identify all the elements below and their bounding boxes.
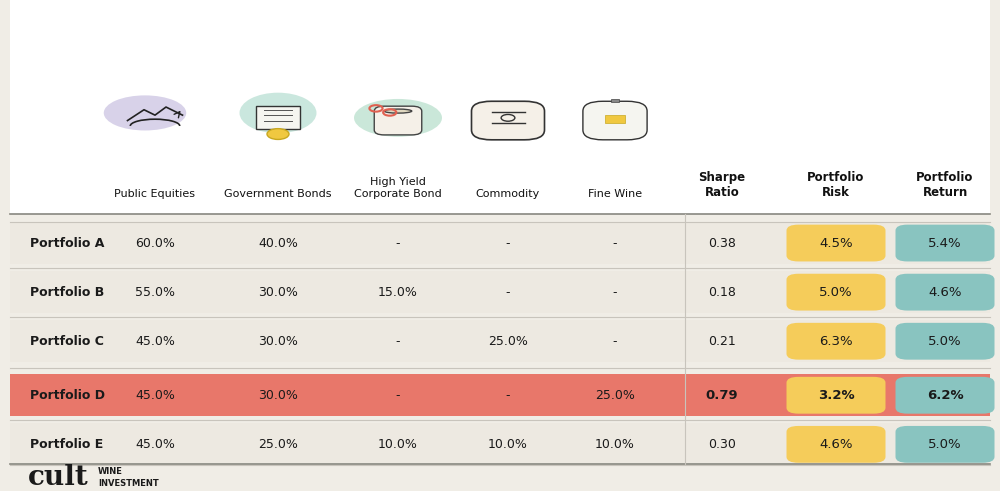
Text: cult: cult [28, 464, 89, 491]
FancyBboxPatch shape [472, 101, 544, 140]
Text: 45.0%: 45.0% [135, 438, 175, 451]
FancyBboxPatch shape [786, 426, 886, 463]
Text: -: - [396, 335, 400, 348]
Ellipse shape [354, 99, 442, 137]
Text: 0.21: 0.21 [708, 335, 736, 348]
Text: 5.0%: 5.0% [928, 335, 962, 348]
FancyBboxPatch shape [611, 100, 619, 102]
Text: Portfolio C: Portfolio C [30, 335, 104, 348]
Text: 4.6%: 4.6% [928, 286, 962, 299]
Text: Portfolio E: Portfolio E [30, 438, 103, 451]
FancyBboxPatch shape [10, 321, 990, 362]
Text: Fine Wine: Fine Wine [588, 189, 642, 199]
FancyBboxPatch shape [896, 377, 994, 413]
Text: 5.0%: 5.0% [819, 286, 853, 299]
Text: 60.0%: 60.0% [135, 237, 175, 249]
FancyBboxPatch shape [896, 225, 994, 262]
Text: Sharpe
Ratio: Sharpe Ratio [698, 171, 746, 199]
Text: 5.0%: 5.0% [928, 438, 962, 451]
Text: 4.6%: 4.6% [819, 438, 853, 451]
Text: 0.30: 0.30 [708, 438, 736, 451]
Text: Portfolio
Risk: Portfolio Risk [807, 171, 865, 199]
Text: 5.4%: 5.4% [928, 237, 962, 249]
FancyBboxPatch shape [256, 106, 300, 129]
FancyBboxPatch shape [611, 102, 619, 112]
FancyBboxPatch shape [10, 271, 990, 313]
Text: 15.0%: 15.0% [378, 286, 418, 299]
Text: -: - [613, 335, 617, 348]
Text: -: - [506, 389, 510, 402]
Text: 30.0%: 30.0% [258, 286, 298, 299]
Text: Public Equities: Public Equities [114, 189, 196, 199]
Text: 25.0%: 25.0% [488, 335, 528, 348]
FancyBboxPatch shape [605, 115, 625, 123]
FancyBboxPatch shape [786, 274, 886, 311]
Text: High Yield
Corporate Bond: High Yield Corporate Bond [354, 177, 442, 199]
FancyBboxPatch shape [10, 375, 990, 416]
Text: Portfolio D: Portfolio D [30, 389, 105, 402]
Text: 30.0%: 30.0% [258, 335, 298, 348]
Text: Commodity: Commodity [476, 189, 540, 199]
FancyBboxPatch shape [583, 101, 647, 140]
Text: 40.0%: 40.0% [258, 237, 298, 249]
FancyBboxPatch shape [896, 323, 994, 360]
Text: 10.0%: 10.0% [595, 438, 635, 451]
Text: 4.5%: 4.5% [819, 237, 853, 249]
Text: 25.0%: 25.0% [595, 389, 635, 402]
Text: 55.0%: 55.0% [135, 286, 175, 299]
Text: 0.79: 0.79 [706, 389, 738, 402]
FancyBboxPatch shape [786, 377, 886, 413]
Text: 3.2%: 3.2% [818, 389, 854, 402]
Text: WINE
INVESTMENT: WINE INVESTMENT [98, 467, 159, 488]
Polygon shape [475, 102, 541, 134]
Text: -: - [506, 286, 510, 299]
FancyBboxPatch shape [786, 225, 886, 262]
Text: -: - [396, 389, 400, 402]
Text: 0.18: 0.18 [708, 286, 736, 299]
Text: 30.0%: 30.0% [258, 389, 298, 402]
FancyBboxPatch shape [10, 222, 990, 264]
Text: Portfolio
Return: Portfolio Return [916, 171, 974, 199]
FancyBboxPatch shape [10, 423, 990, 465]
FancyBboxPatch shape [896, 426, 994, 463]
Text: 0.38: 0.38 [708, 237, 736, 249]
FancyBboxPatch shape [10, 0, 990, 214]
Text: 25.0%: 25.0% [258, 438, 298, 451]
Text: -: - [613, 286, 617, 299]
Circle shape [267, 129, 289, 139]
Text: 6.3%: 6.3% [819, 335, 853, 348]
Text: 10.0%: 10.0% [378, 438, 418, 451]
FancyBboxPatch shape [896, 274, 994, 311]
Text: -: - [613, 237, 617, 249]
Text: -: - [506, 237, 510, 249]
Text: Portfolio A: Portfolio A [30, 237, 104, 249]
FancyBboxPatch shape [374, 106, 422, 135]
Text: Government Bonds: Government Bonds [224, 189, 332, 199]
Text: -: - [396, 237, 400, 249]
Text: 45.0%: 45.0% [135, 335, 175, 348]
Ellipse shape [240, 93, 316, 133]
Ellipse shape [104, 95, 186, 131]
Ellipse shape [384, 109, 412, 113]
Text: 10.0%: 10.0% [488, 438, 528, 451]
Text: 45.0%: 45.0% [135, 389, 175, 402]
Text: Portfolio B: Portfolio B [30, 286, 104, 299]
Text: 6.2%: 6.2% [927, 389, 963, 402]
FancyBboxPatch shape [786, 323, 886, 360]
